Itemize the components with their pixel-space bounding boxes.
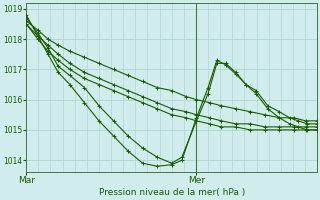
X-axis label: Pression niveau de la mer( hPa ): Pression niveau de la mer( hPa ) xyxy=(99,188,245,197)
